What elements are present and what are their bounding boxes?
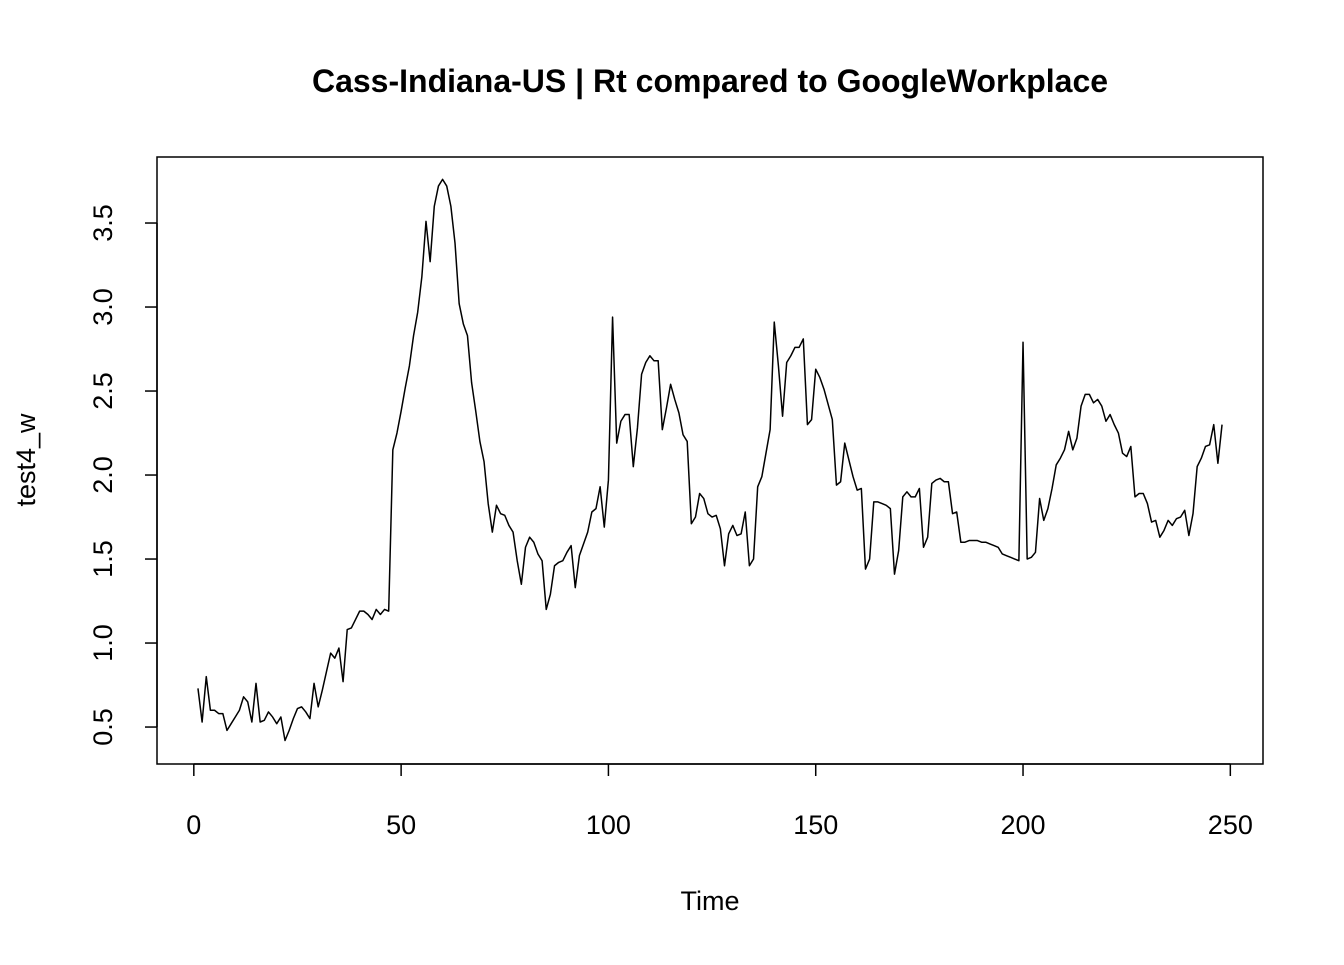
x-tick-label: 50 xyxy=(386,810,416,840)
y-tick-label: 2.5 xyxy=(88,372,118,410)
x-tick-label: 150 xyxy=(793,810,838,840)
x-tick-label: 100 xyxy=(586,810,631,840)
y-tick-label: 2.0 xyxy=(88,456,118,494)
chart-title: Cass-Indiana-US | Rt compared to GoogleW… xyxy=(312,63,1108,99)
x-tick-label: 250 xyxy=(1208,810,1253,840)
y-axis-label: test4_w xyxy=(11,413,41,507)
x-tick-label: 0 xyxy=(186,810,201,840)
x-tick-label: 200 xyxy=(1000,810,1045,840)
y-tick-label: 3.0 xyxy=(88,288,118,326)
x-axis-label: Time xyxy=(681,886,740,916)
y-tick-label: 0.5 xyxy=(88,708,118,746)
y-tick-label: 3.5 xyxy=(88,204,118,242)
y-tick-label: 1.5 xyxy=(88,540,118,578)
y-tick-label: 1.0 xyxy=(88,624,118,662)
data-line xyxy=(197,178,1223,742)
